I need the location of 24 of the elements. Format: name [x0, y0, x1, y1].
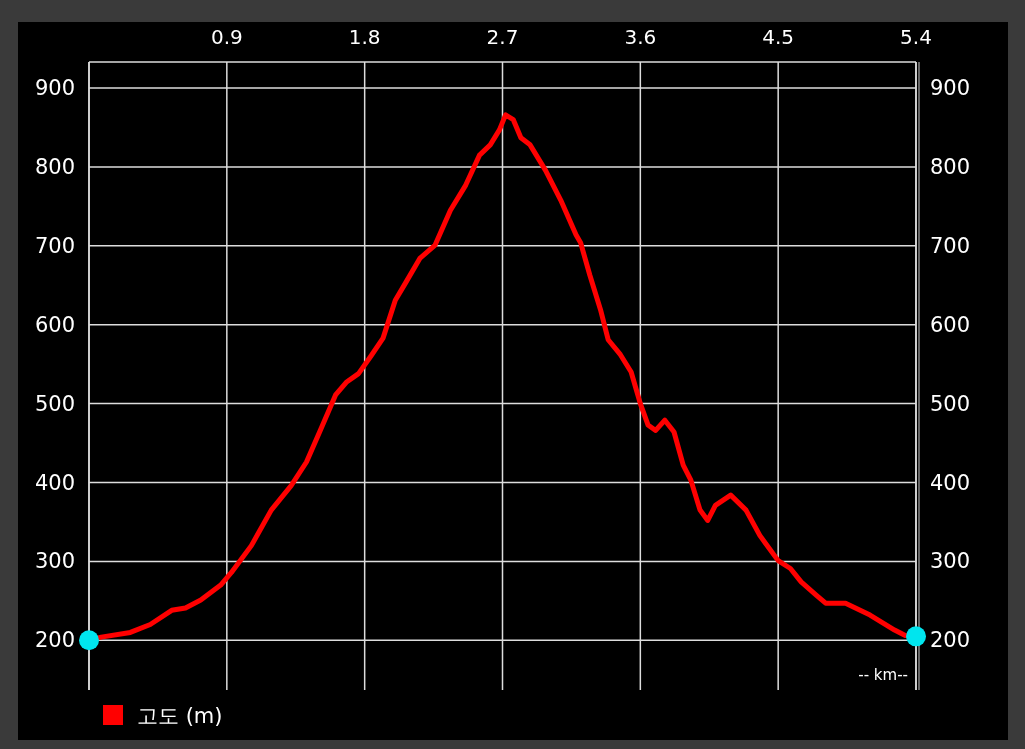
y-tick-label: 500: [34, 391, 75, 416]
y2-tick-label: 500: [930, 391, 971, 416]
legend-label: 고도 (m): [137, 704, 223, 728]
y2-tick-label: 800: [930, 154, 971, 179]
y-tick-label: 900: [34, 76, 75, 101]
x-tick-label: 0.9: [210, 25, 243, 49]
y2-tick-label: 300: [930, 549, 971, 574]
y2-tick-label: 200: [930, 628, 971, 653]
y-tick-label: 700: [34, 233, 75, 258]
x-tick-label: 1.8: [348, 25, 381, 49]
y2-tick-label: 700: [930, 233, 971, 258]
y2-tick-label: 900: [930, 76, 971, 101]
x-tick-label: 4.5: [762, 25, 795, 49]
x-tick-label: 2.7: [486, 25, 519, 49]
x-axis-title: -- km--: [858, 666, 908, 684]
y-tick-label: 800: [34, 154, 75, 179]
x-tick-label: 3.6: [624, 25, 657, 49]
x-tick-label: 5.4: [900, 25, 932, 49]
y-tick-label: 600: [34, 312, 75, 337]
y2-tick-label: 400: [930, 470, 971, 495]
y-tick-label: 300: [34, 549, 75, 574]
y-tick-label: 400: [34, 470, 75, 495]
y-tick-label: 200: [34, 628, 75, 653]
y2-tick-label: 600: [930, 312, 971, 337]
